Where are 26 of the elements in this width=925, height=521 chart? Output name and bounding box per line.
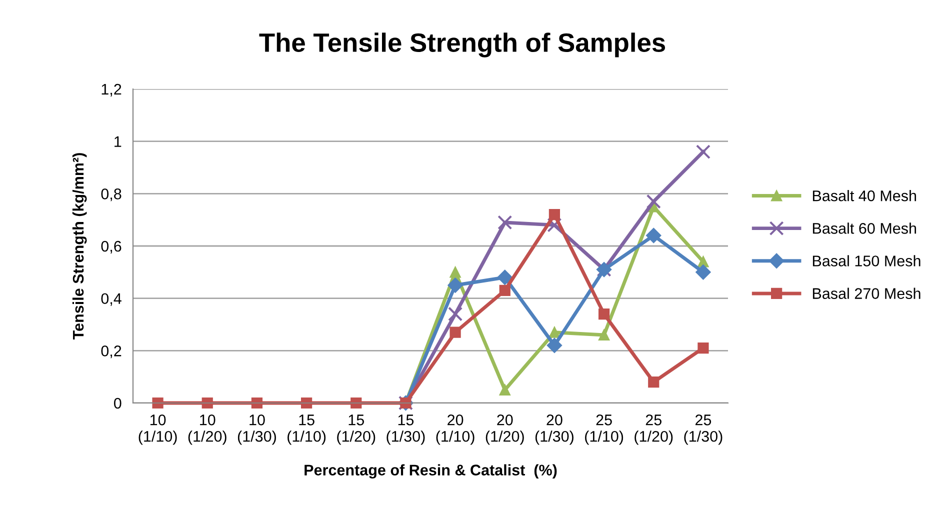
x-tick-label: 20 (1/10) — [436, 414, 474, 445]
legend-label: Basal 270 Mesh — [812, 288, 920, 299]
y-tick-label: 0 — [114, 398, 122, 409]
legend-label: Basal 150 Mesh — [812, 255, 920, 266]
x-tick-label: 10 (1/30) — [238, 414, 276, 445]
x-tick-label: 15 (1/10) — [288, 414, 326, 445]
chart-title: The Tensile Strength of Samples — [259, 32, 666, 58]
x-tick-label: 10 (1/20) — [188, 414, 226, 445]
legend-label: Basalt 40 Mesh — [812, 190, 916, 202]
x-tick-label: 25 (1/10) — [585, 414, 624, 445]
y-axis-title: Tensile Strength (kg/mm²) — [72, 153, 87, 340]
x-tick-label: 20 (1/20) — [486, 414, 524, 445]
x-tick-label: 25 (1/20) — [634, 414, 673, 445]
x-axis-title: Percentage of Resin & Catalist (%) — [304, 464, 557, 479]
x-tick-label: 25 (1/30) — [684, 414, 722, 445]
y-tick-label: 0,6 — [101, 240, 122, 254]
y-tick-label: 0,2 — [101, 346, 122, 358]
legend-label: Basalt 60 Mesh — [812, 222, 916, 234]
x-tick-label: 15 (1/20) — [337, 414, 376, 445]
x-tick-label: 20 (1/30) — [535, 414, 574, 445]
y-tick-label: 1 — [114, 136, 122, 147]
y-tick-label: 0,4 — [101, 293, 122, 306]
y-tick-label: 0,8 — [101, 188, 122, 202]
y-tick-label: 1,2 — [102, 84, 122, 96]
x-tick-label: 10 (1/10) — [138, 414, 177, 445]
x-tick-label: 15 (1/30) — [386, 414, 425, 445]
